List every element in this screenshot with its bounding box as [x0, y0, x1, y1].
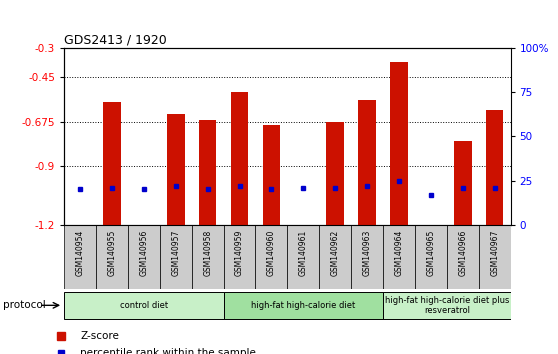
Bar [64, 292, 224, 319]
Bar [415, 225, 447, 289]
Bar [454, 141, 472, 225]
Text: GSM140966: GSM140966 [458, 230, 467, 276]
Text: control diet: control diet [120, 301, 168, 310]
Bar [167, 114, 185, 225]
Bar [358, 100, 376, 225]
Text: GSM140967: GSM140967 [490, 230, 499, 276]
Bar [199, 120, 217, 225]
Bar [96, 225, 128, 289]
Text: GSM140962: GSM140962 [331, 230, 340, 276]
Bar [287, 225, 319, 289]
Text: GSM140954: GSM140954 [76, 230, 85, 276]
Bar [383, 292, 511, 319]
Bar [390, 62, 408, 225]
Text: GSM140963: GSM140963 [363, 230, 372, 276]
Bar [224, 225, 256, 289]
Bar [319, 225, 351, 289]
Text: high-fat high-calorie diet: high-fat high-calorie diet [251, 301, 355, 310]
Bar [231, 92, 248, 225]
Text: protocol: protocol [3, 300, 46, 310]
Text: Z-score: Z-score [80, 331, 119, 341]
Bar [160, 225, 192, 289]
Text: GSM140961: GSM140961 [299, 230, 308, 276]
Text: percentile rank within the sample: percentile rank within the sample [80, 348, 256, 354]
Text: GSM140958: GSM140958 [203, 230, 212, 276]
Text: GSM140955: GSM140955 [108, 230, 117, 276]
Bar [256, 225, 287, 289]
Text: GSM140957: GSM140957 [171, 230, 180, 276]
Bar [192, 225, 224, 289]
Bar [64, 225, 96, 289]
Bar [326, 121, 344, 225]
Bar [383, 225, 415, 289]
Bar [128, 225, 160, 289]
Text: GSM140959: GSM140959 [235, 230, 244, 276]
Bar [103, 102, 121, 225]
Text: GSM140956: GSM140956 [140, 230, 148, 276]
Bar [479, 225, 511, 289]
Text: GDS2413 / 1920: GDS2413 / 1920 [64, 34, 167, 47]
Bar [263, 125, 280, 225]
Bar [224, 292, 383, 319]
Text: GSM140965: GSM140965 [426, 230, 435, 276]
Text: high-fat high-calorie diet plus
resveratrol: high-fat high-calorie diet plus resverat… [384, 296, 509, 315]
Bar [351, 225, 383, 289]
Text: GSM140960: GSM140960 [267, 230, 276, 276]
Bar [447, 225, 479, 289]
Text: GSM140964: GSM140964 [395, 230, 403, 276]
Bar [486, 110, 503, 225]
